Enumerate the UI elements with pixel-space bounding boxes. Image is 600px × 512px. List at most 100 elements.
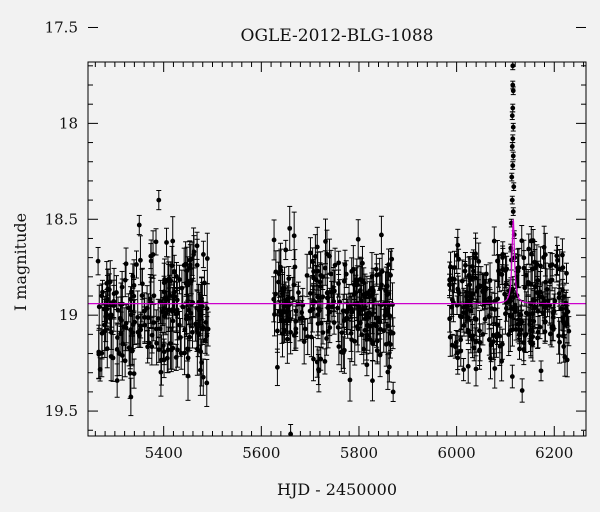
data-point: [331, 320, 337, 325]
data-point: [194, 326, 200, 332]
data-point: [516, 265, 522, 271]
data-point: [367, 336, 373, 342]
data-point: [515, 321, 521, 327]
data-point: [377, 352, 383, 358]
data-point: [492, 366, 498, 371]
data-point: [500, 267, 506, 272]
data-point: [356, 309, 362, 315]
data-point: [483, 271, 489, 277]
data-point: [385, 369, 391, 375]
data-point: [305, 334, 311, 340]
data-point: [99, 350, 105, 356]
data-point: [201, 252, 206, 257]
data-point: [171, 293, 177, 299]
x-tick-label: 5400: [145, 444, 183, 462]
data-point: [379, 269, 385, 274]
data-point: [132, 319, 138, 325]
data-point: [104, 280, 110, 286]
data-point: [142, 322, 148, 328]
data-point: [311, 356, 316, 362]
data-point: [447, 334, 453, 340]
data-point: [110, 355, 116, 361]
data-point: [170, 318, 176, 324]
data-point: [301, 339, 307, 345]
data-point: [362, 291, 368, 297]
data-point: [351, 292, 357, 297]
data-point: [188, 279, 194, 284]
data-point: [471, 345, 477, 351]
data-point: [471, 268, 476, 274]
data-point: [550, 327, 556, 332]
x-tick-label: 5800: [340, 444, 378, 462]
data-point: [171, 269, 177, 274]
data-point: [466, 299, 472, 305]
data-point: [476, 259, 482, 264]
data-point: [379, 232, 384, 238]
data-point: [503, 281, 509, 287]
data-point: [535, 308, 541, 314]
data-point: [373, 266, 379, 272]
data-point: [564, 270, 569, 276]
data-point: [287, 225, 293, 231]
data-point: [510, 327, 515, 333]
data-point: [487, 278, 493, 283]
data-point: [537, 289, 543, 295]
data-point: [530, 238, 536, 243]
data-point: [136, 222, 142, 228]
data-point: [304, 273, 310, 278]
data-point: [204, 380, 210, 386]
data-point: [390, 389, 396, 395]
x-tick-label: 6000: [438, 444, 476, 462]
data-point: [204, 306, 210, 311]
data-point: [161, 349, 167, 355]
data-point: [459, 278, 465, 284]
data-point: [565, 309, 571, 315]
data-point: [473, 339, 479, 345]
data-point: [155, 316, 161, 321]
data-point: [275, 364, 280, 370]
data-point: [509, 113, 515, 119]
data-point: [509, 374, 515, 379]
data-point: [364, 312, 370, 317]
data-point: [344, 315, 349, 321]
data-point: [119, 284, 125, 290]
data-point: [495, 258, 500, 264]
data-point: [278, 264, 283, 270]
data-point: [202, 337, 208, 343]
data-point: [153, 239, 159, 245]
data-point: [293, 326, 299, 332]
data-point: [474, 288, 480, 294]
data-point: [557, 339, 563, 345]
data-point: [556, 333, 562, 339]
data-point: [271, 237, 277, 243]
data-point: [447, 316, 453, 322]
data-point: [322, 359, 328, 364]
data-point: [168, 341, 173, 346]
data-point: [139, 293, 145, 298]
y-tick-label: 17.5: [45, 18, 78, 36]
data-point: [272, 312, 277, 317]
data-point: [324, 251, 330, 257]
data-point: [159, 357, 164, 363]
data-point: [191, 249, 197, 255]
data-point: [473, 366, 479, 372]
data-point: [454, 253, 460, 258]
data-point: [455, 242, 461, 248]
data-point: [537, 324, 543, 330]
data-point: [138, 327, 144, 333]
data-point: [339, 330, 345, 336]
plot-area: 5400 5600 5800 6000 6200 17.5 18 18.5 19 19.5: [45, 18, 587, 462]
data-point: [194, 305, 200, 311]
data-point: [202, 280, 207, 286]
data-point: [336, 344, 342, 349]
data-point: [492, 306, 498, 312]
data-point: [131, 283, 137, 288]
data-point: [328, 271, 334, 277]
data-point: [198, 312, 203, 318]
data-point: [102, 322, 108, 328]
data-point: [473, 255, 479, 261]
data-point: [535, 278, 541, 283]
data-point: [322, 265, 328, 271]
data-point: [386, 291, 392, 297]
data-point: [134, 262, 139, 267]
